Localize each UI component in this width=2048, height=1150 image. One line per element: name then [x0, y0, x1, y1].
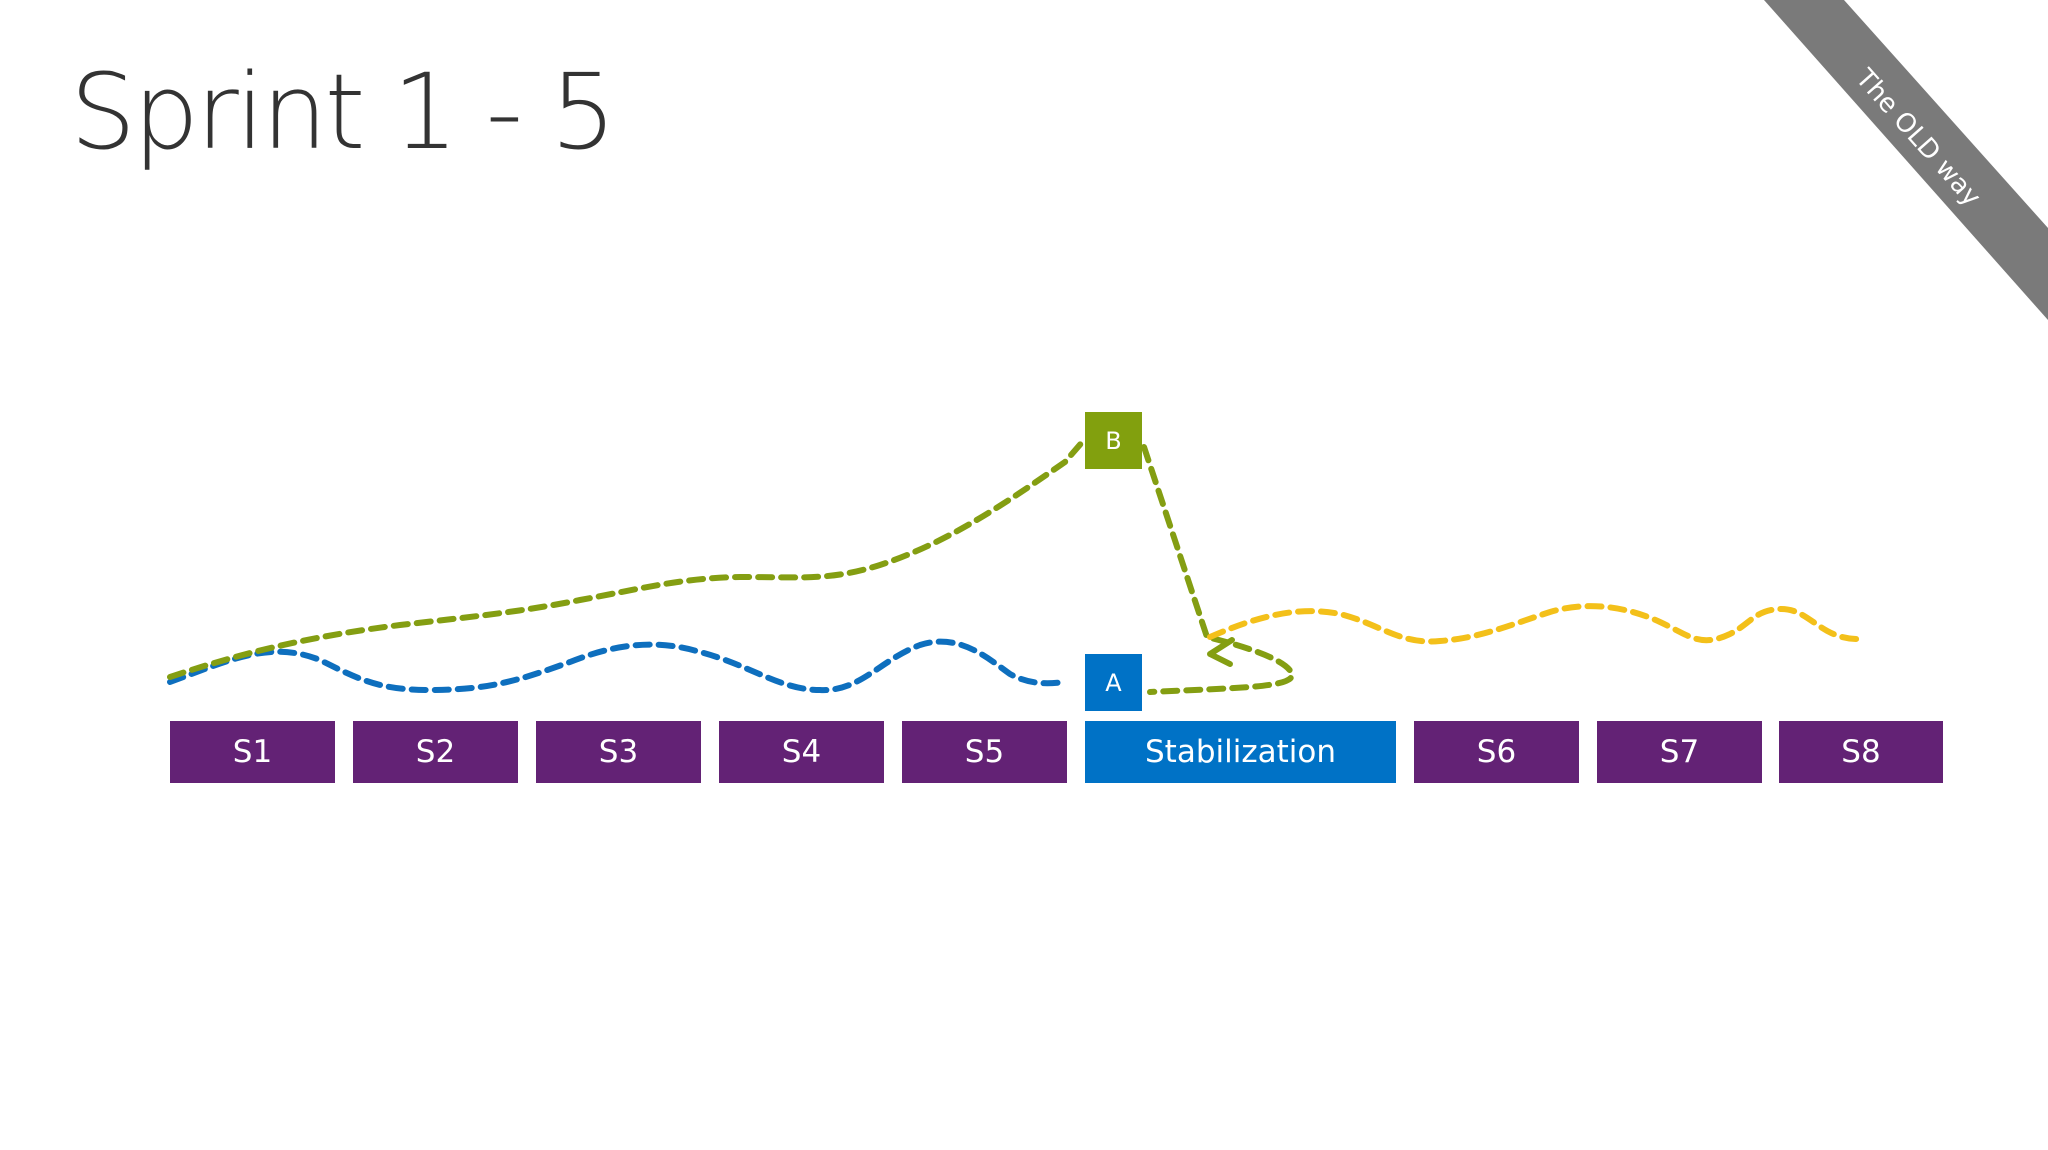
- sprint-s5: S5: [902, 721, 1067, 783]
- green-feedback-line: [1141, 444, 1296, 695]
- yellow-work-line: [1207, 603, 1863, 645]
- green-arrow-head: [1207, 637, 1235, 667]
- sprint-s7: S7: [1597, 721, 1762, 783]
- corner-ribbon-band: [1764, 0, 2048, 320]
- sprint-s1: S1: [170, 721, 335, 783]
- stabilization-block: Stabilization: [1085, 721, 1396, 783]
- blue-work-line: [167, 638, 1066, 694]
- marker-a: A: [1085, 654, 1142, 711]
- sprint-s6: S6: [1414, 721, 1579, 783]
- marker-b: B: [1085, 412, 1142, 469]
- sprint-s2: S2: [353, 721, 518, 783]
- slide-title: Sprint 1 - 5: [70, 51, 616, 173]
- sprint-s3: S3: [536, 721, 701, 783]
- corner-ribbon: [1764, 0, 2048, 320]
- sprint-s4: S4: [719, 721, 884, 783]
- green-work-line: [167, 437, 1087, 680]
- sprint-s8: S8: [1779, 721, 1943, 783]
